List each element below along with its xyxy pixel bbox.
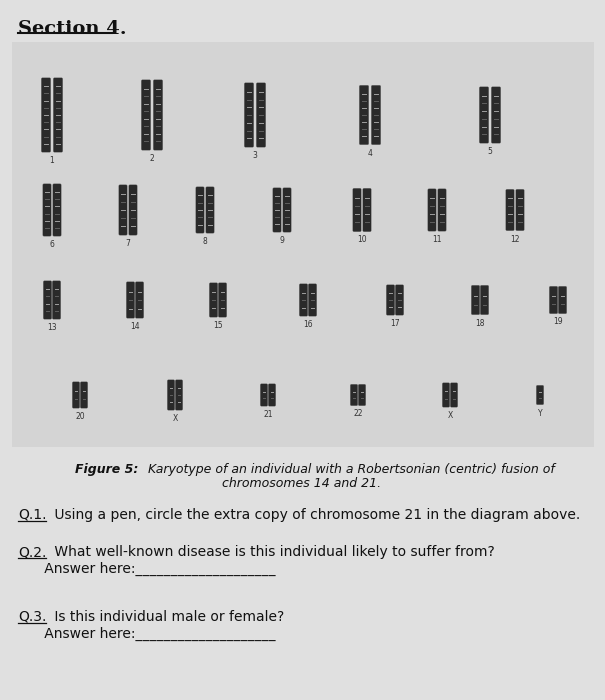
Text: 20: 20 <box>75 412 85 421</box>
Text: 13: 13 <box>47 323 57 332</box>
Text: 11: 11 <box>432 235 442 244</box>
FancyBboxPatch shape <box>428 189 436 231</box>
Text: X: X <box>447 411 453 420</box>
FancyBboxPatch shape <box>268 384 276 406</box>
FancyBboxPatch shape <box>442 383 450 407</box>
Text: 16: 16 <box>303 320 313 329</box>
Text: 21: 21 <box>263 410 273 419</box>
FancyBboxPatch shape <box>471 286 480 315</box>
FancyBboxPatch shape <box>395 285 404 315</box>
FancyBboxPatch shape <box>350 384 358 406</box>
Text: Answer here:____________________: Answer here:____________________ <box>18 627 275 641</box>
FancyBboxPatch shape <box>218 283 227 317</box>
Text: 12: 12 <box>510 234 520 244</box>
FancyBboxPatch shape <box>129 185 137 235</box>
Text: 1: 1 <box>50 156 54 165</box>
FancyBboxPatch shape <box>43 184 51 236</box>
Text: Q.2.: Q.2. <box>18 545 47 559</box>
FancyBboxPatch shape <box>479 87 489 144</box>
FancyBboxPatch shape <box>206 187 214 233</box>
Text: 8: 8 <box>203 237 208 246</box>
FancyBboxPatch shape <box>52 281 60 319</box>
Text: X: X <box>172 414 178 423</box>
FancyBboxPatch shape <box>273 188 281 232</box>
Text: Section 4.: Section 4. <box>18 20 126 38</box>
Text: chromosomes 14 and 21.: chromosomes 14 and 21. <box>223 477 382 490</box>
Text: 19: 19 <box>553 318 563 326</box>
FancyBboxPatch shape <box>506 189 514 231</box>
Text: 4: 4 <box>368 148 373 158</box>
FancyBboxPatch shape <box>126 282 135 318</box>
FancyBboxPatch shape <box>12 42 594 447</box>
Text: Figure 5:: Figure 5: <box>75 463 139 476</box>
FancyBboxPatch shape <box>257 83 266 147</box>
FancyBboxPatch shape <box>153 80 163 150</box>
Text: 2: 2 <box>149 154 154 163</box>
FancyBboxPatch shape <box>358 384 365 406</box>
Text: Answer here:____________________: Answer here:____________________ <box>18 562 275 576</box>
FancyBboxPatch shape <box>168 380 175 410</box>
FancyBboxPatch shape <box>450 383 458 407</box>
Text: Q.1.: Q.1. <box>18 508 47 522</box>
FancyBboxPatch shape <box>175 380 183 410</box>
Text: What well-known disease is this individual likely to suffer from?: What well-known disease is this individu… <box>50 545 495 559</box>
Text: 6: 6 <box>50 240 54 249</box>
Text: Karyotype of an individual with a Robertsonian (centric) fusion of: Karyotype of an individual with a Robert… <box>144 463 555 476</box>
FancyBboxPatch shape <box>53 78 63 152</box>
Text: 5: 5 <box>488 147 492 156</box>
FancyBboxPatch shape <box>491 87 501 144</box>
Text: Y: Y <box>538 409 542 417</box>
Text: 7: 7 <box>126 239 131 248</box>
FancyBboxPatch shape <box>260 384 267 406</box>
FancyBboxPatch shape <box>549 286 558 314</box>
FancyBboxPatch shape <box>516 189 524 231</box>
FancyBboxPatch shape <box>209 283 218 317</box>
FancyBboxPatch shape <box>244 83 253 147</box>
FancyBboxPatch shape <box>558 286 567 314</box>
Text: 14: 14 <box>130 322 140 331</box>
FancyBboxPatch shape <box>119 185 127 235</box>
FancyBboxPatch shape <box>142 80 151 150</box>
FancyBboxPatch shape <box>371 85 381 145</box>
Text: 22: 22 <box>353 410 363 419</box>
FancyBboxPatch shape <box>353 188 361 232</box>
FancyBboxPatch shape <box>387 285 394 315</box>
FancyBboxPatch shape <box>283 188 291 232</box>
FancyBboxPatch shape <box>136 282 144 318</box>
Text: Q.3.: Q.3. <box>18 610 47 624</box>
Text: 10: 10 <box>357 235 367 244</box>
FancyBboxPatch shape <box>359 85 368 145</box>
Text: 18: 18 <box>476 318 485 328</box>
Text: 3: 3 <box>252 151 258 160</box>
Text: 17: 17 <box>390 319 400 328</box>
FancyBboxPatch shape <box>80 382 88 408</box>
FancyBboxPatch shape <box>536 385 544 405</box>
Text: Using a pen, circle the extra copy of chromosome 21 in the diagram above.: Using a pen, circle the extra copy of ch… <box>50 508 580 522</box>
FancyBboxPatch shape <box>363 188 371 232</box>
FancyBboxPatch shape <box>480 286 489 315</box>
FancyBboxPatch shape <box>53 184 61 236</box>
FancyBboxPatch shape <box>438 189 446 231</box>
Text: Is this individual male or female?: Is this individual male or female? <box>50 610 284 624</box>
FancyBboxPatch shape <box>309 284 316 316</box>
FancyBboxPatch shape <box>73 382 80 408</box>
FancyBboxPatch shape <box>196 187 204 233</box>
FancyBboxPatch shape <box>299 284 308 316</box>
Text: 9: 9 <box>280 236 284 245</box>
Text: 15: 15 <box>213 321 223 330</box>
FancyBboxPatch shape <box>44 281 51 319</box>
FancyBboxPatch shape <box>41 78 51 152</box>
